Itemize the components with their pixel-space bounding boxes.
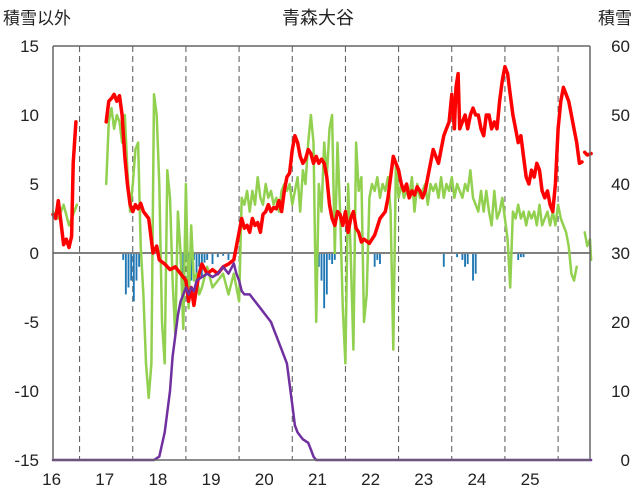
right-tick-label: 30 [611, 244, 630, 263]
left-tick-label: 15 [20, 37, 39, 56]
series-0-segment-0 [51, 120, 78, 250]
bar-0-24 [323, 253, 326, 309]
bar-0-39 [517, 253, 520, 260]
bar-0-27 [331, 253, 334, 265]
chart-title: 青森大谷 [282, 8, 354, 28]
bar-0-33 [456, 253, 459, 258]
right-tick-label: 0 [621, 451, 630, 470]
bar-0-16 [203, 253, 206, 263]
right-axis-title: 積雪 [598, 9, 632, 28]
right-tick-label: 50 [611, 106, 630, 125]
right-tick-label: 60 [611, 37, 630, 56]
bar-0-20 [222, 253, 225, 256]
bar-0-22 [317, 253, 320, 267]
bar-0-34 [461, 253, 464, 260]
bar-0-28 [333, 253, 336, 260]
left-tick-label: -10 [14, 382, 39, 401]
bar-0-35 [464, 253, 466, 267]
bar-0-29 [373, 253, 376, 267]
x-tick-label: 16 [42, 470, 61, 489]
bar-0-32 [442, 253, 445, 267]
left-axis-title: 積雪以外 [3, 9, 71, 28]
bar-0-3 [130, 253, 133, 281]
bar-0-38 [474, 253, 477, 274]
series-2-segment-0 [51, 262, 593, 462]
bar-0-26 [328, 253, 331, 260]
bar-0-2 [127, 253, 130, 288]
right-tick-label: 20 [611, 313, 630, 332]
bar-0-17 [206, 253, 209, 260]
bar-0-21 [227, 253, 230, 260]
left-tick-label: -5 [24, 313, 39, 332]
right-tick-label: 10 [611, 382, 630, 401]
left-tick-label: 5 [30, 175, 39, 194]
x-tick-label: 25 [521, 470, 540, 489]
x-tick-label: 19 [202, 470, 221, 489]
bar-0-6 [138, 253, 141, 267]
x-tick-label: 23 [414, 470, 433, 489]
bar-0-40 [519, 253, 522, 258]
bar-0-14 [198, 253, 201, 267]
bar-0-41 [522, 253, 525, 258]
bar-0-11 [190, 253, 193, 281]
series-0-segment-1 [104, 64, 584, 308]
bar-0-18 [211, 253, 214, 265]
bar-0-23 [320, 253, 323, 281]
x-tick-label: 24 [467, 470, 486, 489]
bar-0-5 [135, 253, 138, 281]
left-tick-label: 0 [30, 244, 39, 263]
bar-0-4 [132, 253, 135, 302]
left-tick-label: -15 [14, 451, 39, 470]
bar-0-19 [216, 253, 219, 258]
left-tick-label: 10 [20, 106, 39, 125]
x-tick-label: 18 [148, 470, 167, 489]
bar-0-36 [466, 253, 469, 265]
x-tick-label: 21 [308, 470, 327, 489]
bar-0-37 [472, 253, 474, 281]
bar-0-9 [184, 253, 187, 260]
x-tick-label: 20 [255, 470, 274, 489]
right-tick-label: 40 [611, 175, 630, 194]
bar-0-30 [376, 253, 379, 260]
x-tick-label: 22 [361, 470, 380, 489]
series-1-segment-1 [104, 93, 578, 400]
bar-0-31 [379, 253, 381, 265]
bar-0-25 [325, 253, 328, 295]
bar-0-13 [195, 253, 198, 274]
bar-0-0 [122, 253, 125, 260]
x-tick-label: 17 [95, 470, 114, 489]
bar-0-1 [124, 253, 127, 295]
